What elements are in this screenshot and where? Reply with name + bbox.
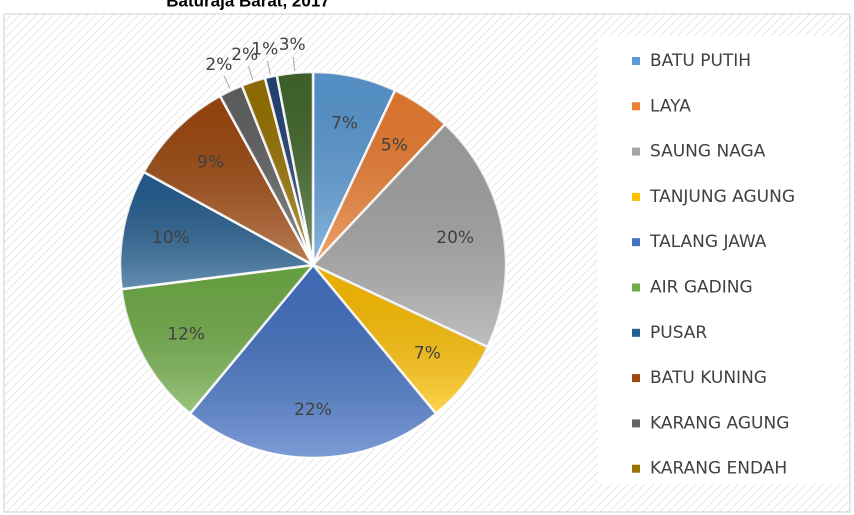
legend-swatch <box>632 147 640 156</box>
slice-shade <box>313 124 506 348</box>
legend-label: TANJUNG AGUNG <box>649 187 795 207</box>
slice-shade <box>241 78 313 266</box>
legend-box <box>598 36 844 484</box>
data-label: 20% <box>436 228 474 248</box>
data-label: 2% <box>231 45 258 65</box>
data-label: 9% <box>197 153 224 173</box>
slice-shade <box>265 75 313 265</box>
pie: 7%5%20%7%22%12%10%9%2%2%1% 3% <box>118 35 508 460</box>
legend-swatch <box>632 464 640 473</box>
legend-label: PUSAR <box>650 323 707 343</box>
slice-shade <box>276 72 313 265</box>
leader-line <box>223 75 231 89</box>
leader-line <box>266 60 271 75</box>
slice-shade <box>313 72 396 265</box>
legend-label: BATU KUNING <box>650 368 767 388</box>
legend-label: TALANG JAWA <box>649 232 767 252</box>
legend-swatch <box>632 102 640 111</box>
data-label: 7% <box>414 344 441 364</box>
data-label: 22% <box>294 400 332 420</box>
slice-shade <box>189 265 437 458</box>
slice-shade <box>220 85 313 266</box>
legend-label: BATU PUTIH <box>650 51 751 71</box>
legend-swatch <box>632 419 640 428</box>
slice-shade <box>313 265 488 414</box>
data-label: 2% <box>205 55 232 75</box>
legend-swatch <box>632 57 640 65</box>
data-label: 10% <box>152 228 190 248</box>
data-label: 12% <box>167 325 205 345</box>
data-label: 3% <box>279 35 306 55</box>
data-label: 7% <box>331 114 358 134</box>
leader-line <box>247 66 254 80</box>
legend: BATU PUTIH LAYA SAUNG NAGA TANJUNG AGUNG TAL… <box>632 51 795 479</box>
legend-label: AIR GADING <box>650 278 753 298</box>
legend-swatch <box>632 192 640 201</box>
data-label: 5% <box>381 135 408 155</box>
legend-swatch <box>632 328 640 337</box>
slice-shade <box>119 172 313 290</box>
legend-label: LAYA <box>650 96 691 116</box>
slice-shade <box>121 265 313 414</box>
slice-shade <box>143 95 313 266</box>
legend-swatch <box>632 374 640 383</box>
legend-swatch <box>632 283 640 292</box>
legend-label: KARANG AGUNG <box>650 413 789 433</box>
slice-shade <box>313 90 446 265</box>
data-label: 1% <box>251 39 278 59</box>
leader-line <box>292 56 296 71</box>
legend-label: SAUNG NAGA <box>650 142 766 162</box>
legend-label: KARANG ENDAH <box>650 459 787 479</box>
chart-title: Baturaja Barat, 2017 <box>166 0 329 10</box>
legend-swatch <box>632 238 640 247</box>
